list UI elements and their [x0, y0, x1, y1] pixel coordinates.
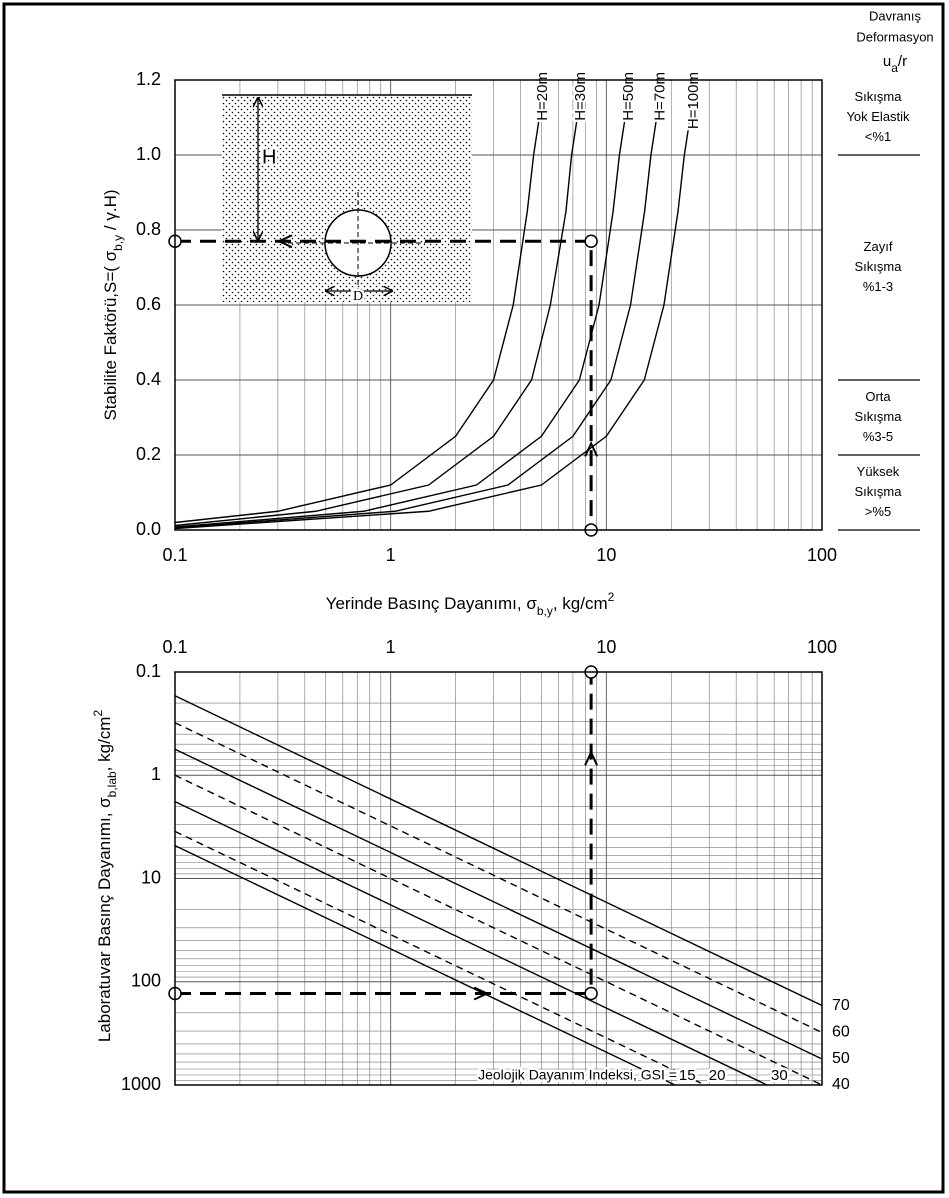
flow-arrow: [276, 234, 293, 249]
series-line: [174, 79, 632, 528]
series-label: 15: [679, 1067, 696, 1084]
y-tick-label: 0.1: [136, 661, 161, 681]
series-label: H=70m: [651, 72, 668, 121]
y-axis-title: Laboratuvar Basınç Dayanımı, σb,lab, kg/…: [91, 710, 119, 1043]
x-tick-label: 10: [596, 637, 616, 657]
zone-label: Yüksek: [857, 464, 900, 479]
title-sub: b,y: [537, 604, 553, 618]
x-tick-label: 1: [386, 637, 396, 657]
series-line: [174, 695, 823, 1007]
plot-frame: [174, 671, 823, 1086]
title-sub: b,y: [111, 235, 125, 251]
zone-label: >%5: [865, 504, 891, 519]
series-line: [174, 830, 706, 1086]
y-tick-label: 0.2: [136, 444, 161, 464]
series-label: 40: [832, 1076, 850, 1093]
title-part: / γ.H): [101, 189, 120, 234]
zone-label: Sıkışma: [855, 89, 903, 104]
title-part: , kg/cm: [95, 717, 114, 772]
header-line: Davranış: [869, 8, 922, 23]
zone-label: Orta: [865, 389, 891, 404]
series-line: [174, 844, 676, 1086]
title-sub: b,lab: [105, 771, 119, 797]
y-tick-label: 1.0: [136, 144, 161, 164]
header-line: Deformasyon: [856, 29, 933, 44]
flow-arrow: [584, 440, 599, 457]
plots: 0.1 1 10 100 0.0 0.2 0.4 0.6 0.8 1.0 1.2 H D H=20m…: [121, 69, 920, 1094]
title-part: Laboratuvar Basınç Dayanımı, σ: [95, 797, 114, 1042]
reading-path: [175, 239, 593, 530]
flow-arrow: [584, 749, 599, 766]
diameter-label: D: [353, 289, 363, 304]
series-label: H=30m: [572, 72, 589, 121]
series-label: H=50m: [620, 72, 637, 121]
x-axis-title: Yerinde Basınç Dayanımı, σb,y, kg/cm2: [326, 590, 615, 618]
x-tick-label: 1: [386, 545, 396, 565]
series-label-prefix: Jeolojik Dayanım Indeksi, GSI =: [478, 1067, 677, 1083]
symbol-part: /r: [898, 53, 907, 70]
zone-label: Sıkışma: [855, 259, 903, 274]
symbol-sub: a: [891, 61, 898, 75]
reading-path: [175, 672, 593, 996]
series-label: 70: [832, 997, 850, 1014]
series-label: 20: [709, 1067, 726, 1084]
header-symbol: ua/r: [883, 53, 907, 75]
series-line: [174, 748, 823, 1060]
depth-label: H: [262, 146, 276, 168]
y-tick-label: 1: [151, 764, 161, 784]
y-tick-label: 10: [141, 867, 161, 887]
plot: 0.1 1 10 100 0.0 0.2 0.4 0.6 0.8 1.0 1.2 H D H=20m…: [136, 69, 920, 565]
y-tick-label: 0.8: [136, 219, 161, 239]
y-tick-label: 0.0: [136, 519, 161, 539]
series-line: [174, 79, 584, 527]
x-tick-label: 100: [807, 637, 837, 657]
y-tick-label: 1.2: [136, 69, 161, 89]
y-tick-label: 0.4: [136, 369, 161, 389]
zone-label: %1-3: [863, 279, 893, 294]
zone-label: <%1: [865, 129, 891, 144]
y-axis-title: Stabilite Faktörü,S=( σb,y / γ.H): [101, 189, 125, 420]
y-tick-label: 0.6: [136, 294, 161, 314]
zone-label: Sıkışma: [855, 409, 903, 424]
series-label: H=20m: [534, 72, 551, 121]
x-tick-label: 0.1: [162, 637, 187, 657]
series-label: 30: [771, 1067, 788, 1084]
tunnel-inset: H D: [222, 94, 472, 307]
title-part: Yerinde Basınç Dayanımı, σ: [326, 594, 538, 613]
plot-frame: [174, 79, 823, 531]
series-label: 60: [832, 1024, 850, 1041]
x-tick-label: 0.1: [162, 545, 187, 565]
zone-label: Yok Elastik: [846, 109, 910, 124]
zone-label: %3-5: [863, 429, 893, 444]
title-part: , kg/cm: [553, 594, 608, 613]
x-tick-label: 100: [807, 545, 837, 565]
series-label: H=100m: [685, 72, 702, 129]
series-label: 50: [832, 1050, 850, 1067]
x-tick-label: 10: [596, 545, 616, 565]
series-line: [174, 79, 697, 530]
series-line: [174, 800, 768, 1086]
title-sup: 2: [608, 590, 615, 604]
y-tick-label: 100: [131, 971, 161, 991]
symbol-part: u: [883, 53, 891, 70]
title-part: Stabilite Faktörü,S=( σ: [101, 250, 120, 420]
y-tick-label: 1000: [121, 1074, 161, 1094]
series-line: [174, 79, 546, 524]
reading-point: [584, 986, 598, 1001]
zone-label: Zayıf: [864, 239, 893, 254]
series-line: [174, 79, 664, 529]
reading-point: [584, 234, 598, 248]
plot: 0.1 1 10 100 0.1 1 10 100 1000 70 60 50 40 30 20 15Jeol…: [121, 637, 850, 1094]
title-sup: 2: [91, 710, 105, 717]
zone-label: Sıkışma: [855, 484, 903, 499]
flow-arrow: [473, 986, 490, 1001]
